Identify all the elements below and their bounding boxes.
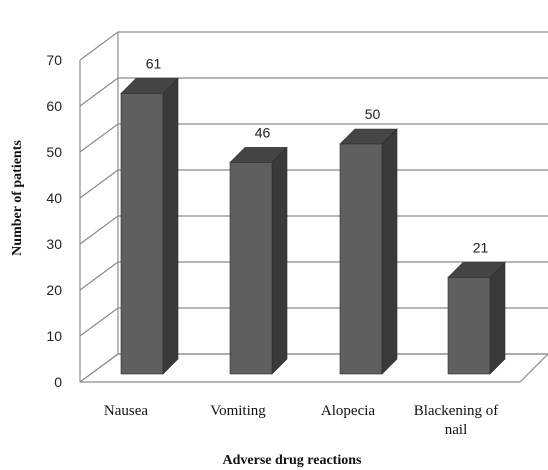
data-labels: 61 46 50 21	[146, 55, 489, 255]
bar-front	[447, 277, 491, 375]
y-tick-label: 70	[46, 52, 62, 68]
data-label: 21	[473, 239, 489, 255]
bar-side	[271, 146, 288, 375]
y-tick-label: 30	[46, 236, 62, 252]
y-tick-label: 0	[54, 374, 62, 390]
y-tick-label: 50	[46, 144, 62, 160]
bar-3	[339, 128, 398, 375]
x-axis-title: Adverse drug reactions	[223, 453, 362, 468]
bar-front	[339, 143, 383, 375]
bar-2	[229, 146, 288, 375]
floor-outline	[79, 353, 548, 383]
bars	[120, 77, 506, 375]
bar-1	[120, 77, 179, 375]
y-axis	[79, 32, 119, 382]
x-category-label: Blackening of nail	[414, 403, 499, 438]
bar-front	[229, 162, 273, 375]
data-label: 61	[146, 55, 162, 71]
bar-4	[447, 261, 506, 375]
y-tick-label: 10	[46, 328, 62, 344]
bar-side	[162, 77, 179, 375]
y-axis-title: Number of patients	[10, 140, 25, 256]
y-tick-label: 40	[46, 190, 62, 206]
bar-front	[120, 93, 164, 375]
bar-side	[381, 128, 398, 375]
y-tick-labels: 0 10 20 30 40 50 60 70	[46, 52, 62, 390]
bar-side	[489, 261, 506, 375]
x-category-label: Alopecia	[321, 403, 375, 419]
data-label: 50	[365, 106, 381, 122]
x-category-label: Vomiting	[210, 403, 266, 419]
x-category-labels: Nausea Vomiting Alopecia Blackening of nail	[104, 403, 498, 438]
x-category-label: Nausea	[104, 403, 148, 419]
data-label: 46	[255, 124, 271, 140]
y-tick-label: 20	[46, 282, 62, 298]
y-tick-label: 60	[46, 98, 62, 114]
